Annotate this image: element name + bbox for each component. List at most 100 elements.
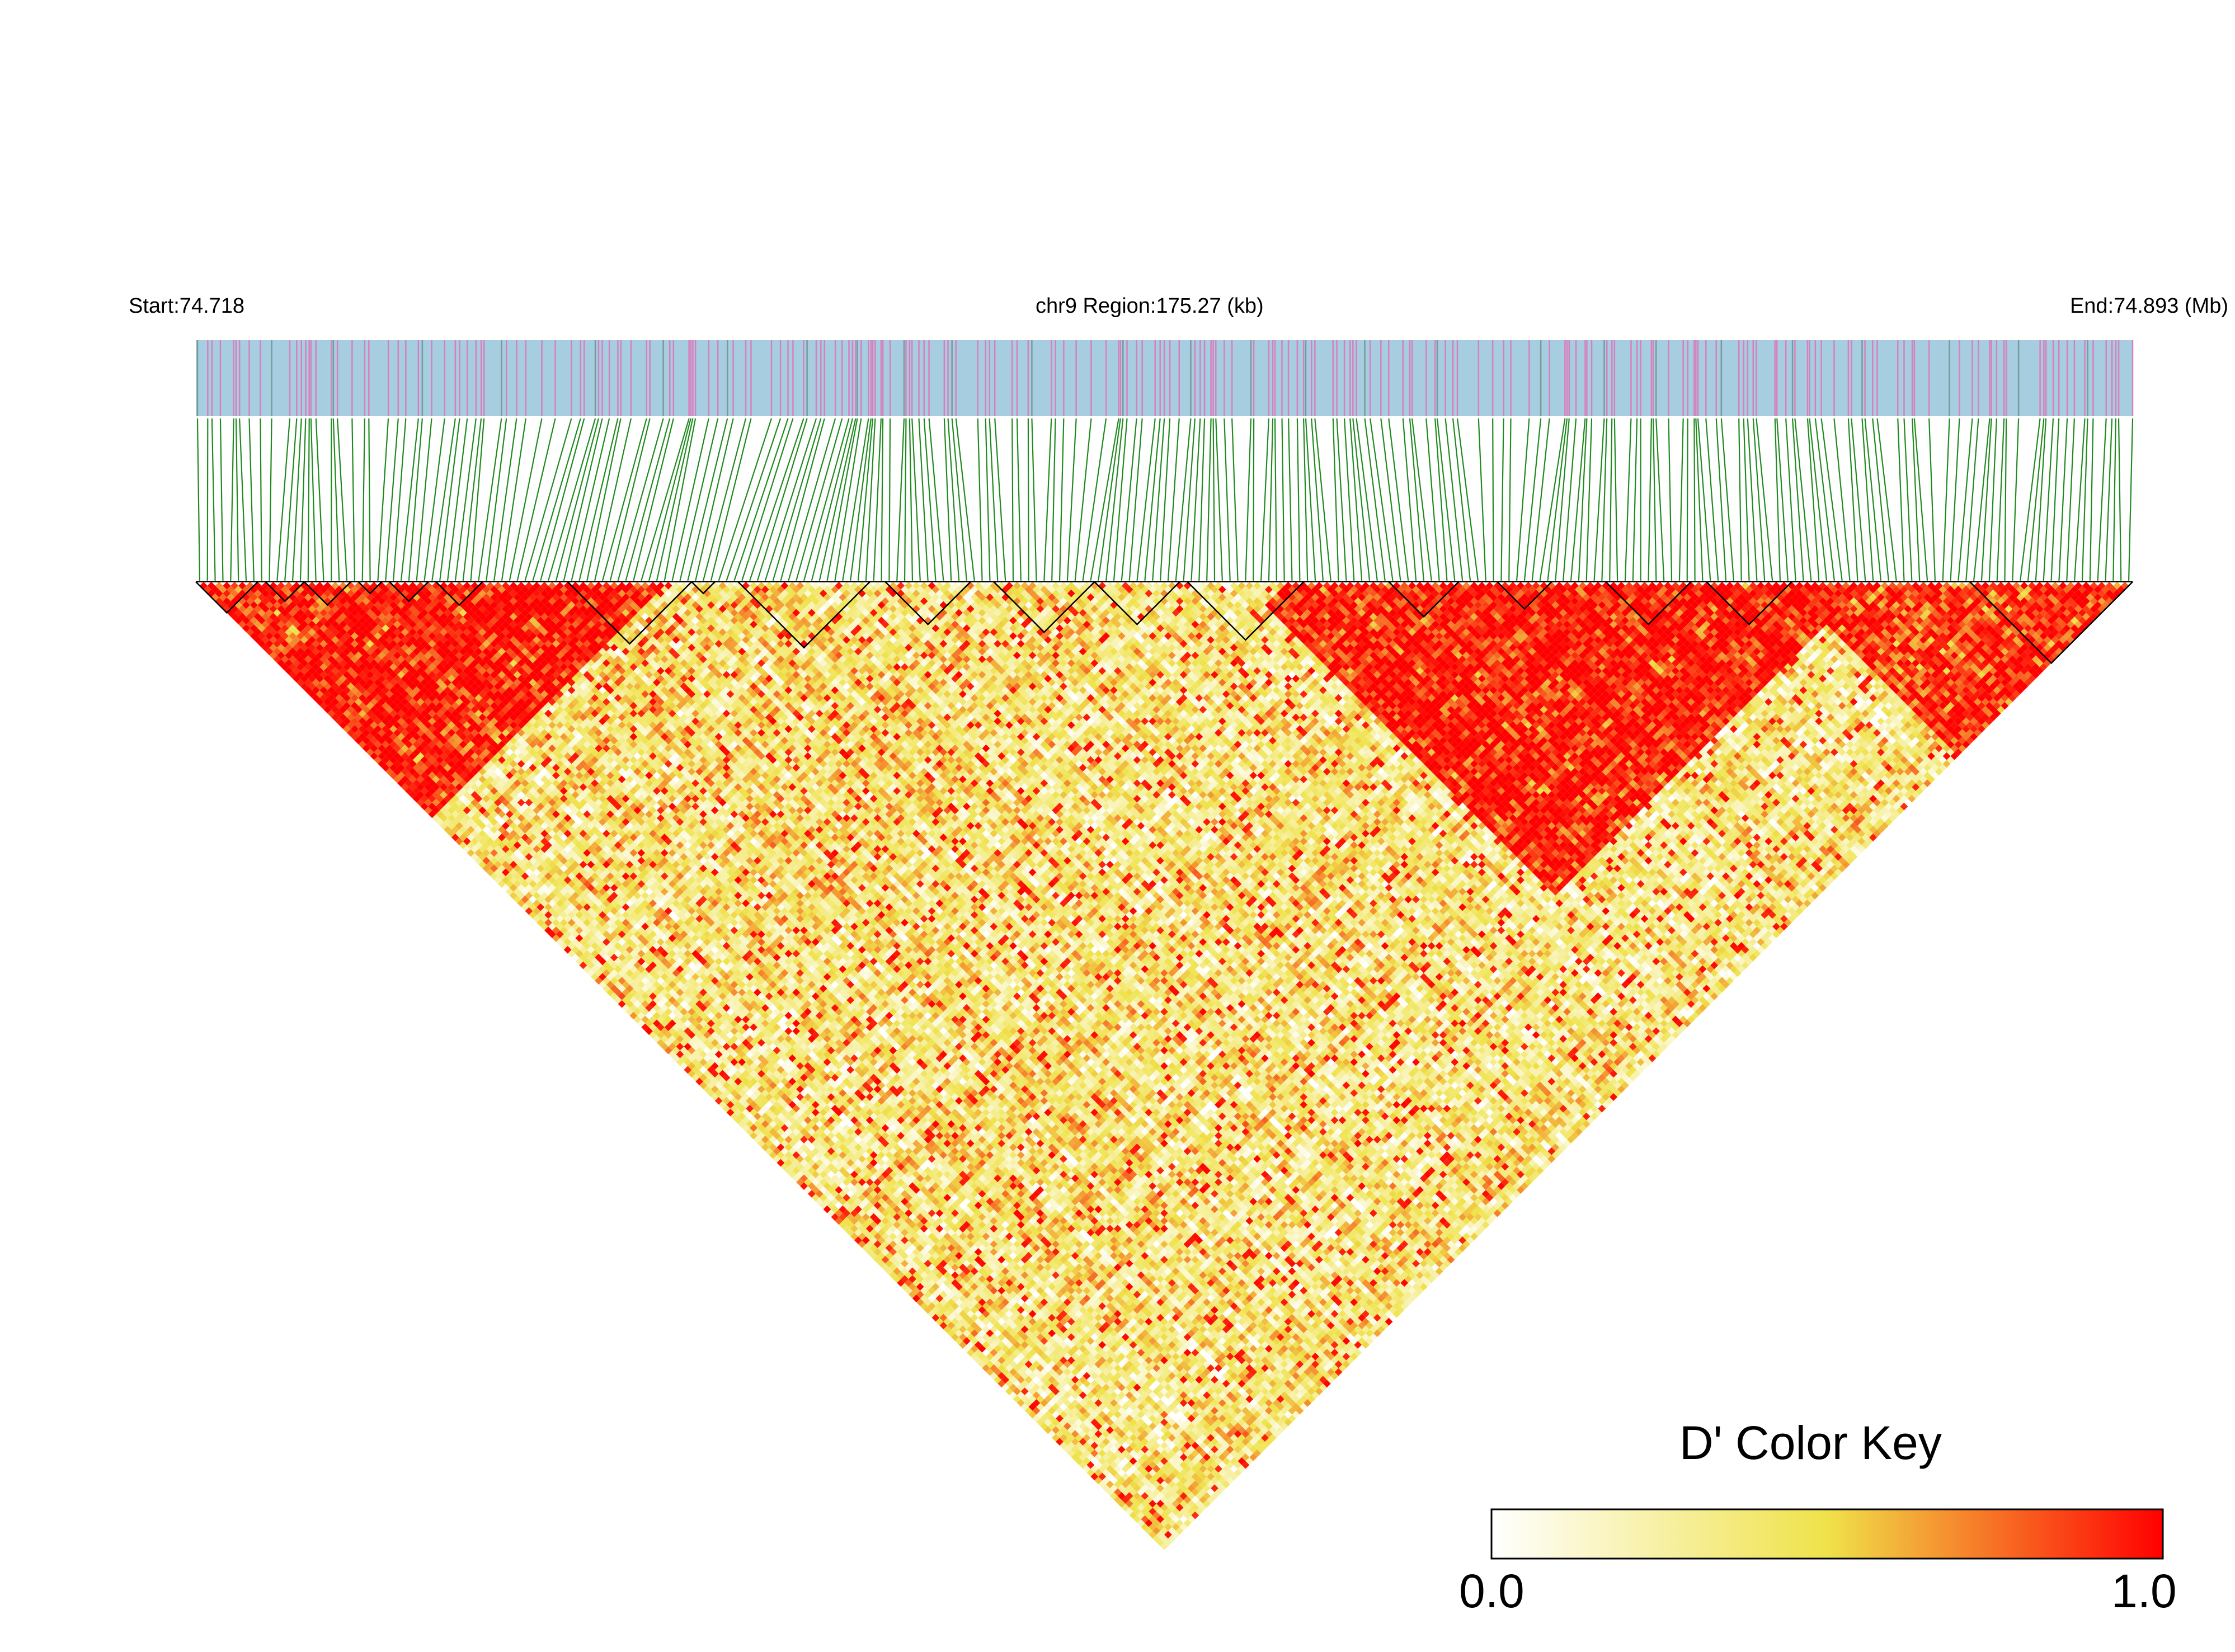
ld-triangle-cells [200, 582, 2129, 1550]
snp-connector [1687, 418, 1688, 581]
snp-connector [417, 418, 432, 581]
snp-connector [1075, 418, 1091, 581]
snp-connector [1032, 418, 1036, 581]
snp-connector [986, 418, 990, 581]
snp-connector [703, 418, 746, 581]
snp-connector [912, 418, 920, 581]
snp-connector [1898, 418, 1904, 581]
snp-connector [1297, 418, 1300, 581]
snp-connector [2106, 418, 2112, 581]
snp-connector [525, 418, 572, 581]
snp-connector [1706, 418, 1718, 581]
snp-connector [1344, 418, 1354, 581]
snp-connector [1532, 418, 1550, 581]
snp-connector [1213, 418, 1215, 581]
snp-connector [1633, 418, 1637, 581]
snp-connector [910, 418, 912, 581]
snp-connector [2059, 418, 2067, 581]
snp-connector [1017, 418, 1021, 581]
snp-connector [1656, 418, 1664, 581]
snp-connector [277, 418, 290, 581]
snp-connector [230, 418, 233, 581]
snp-connector [1245, 418, 1251, 581]
snp-connector [2052, 418, 2059, 581]
snp-connector [820, 418, 856, 581]
snp-connector [2090, 418, 2093, 581]
snp-connector [1207, 418, 1211, 581]
snp-connector [688, 418, 727, 581]
snp-connector [212, 418, 215, 581]
snp-connector [1610, 418, 1612, 581]
snp-connector [378, 418, 388, 581]
snp-connector [1669, 418, 1672, 581]
snp-connector [1224, 418, 1230, 581]
snp-connector [548, 418, 595, 581]
snp-connector [239, 418, 246, 581]
snp-connector [308, 418, 309, 581]
snp-connector [649, 418, 691, 581]
snp-connector [1501, 418, 1503, 581]
snp-connector [835, 418, 861, 581]
snp-connector [1232, 418, 1238, 581]
snp-connector [1012, 418, 1013, 581]
snp-connector [757, 418, 807, 581]
snp-connector [1997, 418, 2004, 581]
snp-connector [924, 418, 936, 581]
snp-connector [1479, 418, 1486, 581]
snp-connector [1649, 418, 1651, 581]
snp-connector [1261, 418, 1269, 581]
snp-connector [2113, 418, 2115, 581]
snp-connector [1739, 418, 1741, 581]
snp-connector [1152, 418, 1164, 581]
snp-connector [1437, 418, 1455, 581]
snp-connector [2119, 418, 2121, 581]
snp-connector [311, 418, 316, 581]
snp-connector [1199, 418, 1204, 581]
snp-connector [882, 418, 883, 581]
snp-connector [1951, 418, 1960, 581]
snp-connector [425, 418, 445, 581]
snp-connector [1943, 418, 1950, 581]
snp-connector [1615, 418, 1617, 581]
snp-position-track [196, 340, 2133, 416]
snp-connector [2012, 418, 2018, 581]
snp-connector [897, 418, 904, 581]
snp-connector [1288, 418, 1292, 581]
snp-connector [2005, 418, 2007, 581]
snp-connector [1509, 418, 1511, 581]
snp-connector [905, 418, 906, 581]
snp-connector [432, 418, 455, 581]
snp-connector [1060, 418, 1064, 581]
snp-connector [1653, 418, 1656, 581]
snp-connector [1253, 418, 1254, 581]
snp-connector [595, 418, 631, 581]
snp-connector [641, 418, 689, 581]
snp-connector [197, 418, 200, 581]
snp-connector [249, 418, 253, 581]
snp-connector [1721, 418, 1734, 581]
snp-connector [448, 418, 467, 581]
snp-connector [1834, 418, 1850, 581]
snp-connector [657, 418, 693, 581]
snp-connector [680, 418, 718, 581]
snp-connector [978, 418, 982, 581]
snp-connector [363, 418, 365, 581]
snp-connector [1540, 418, 1565, 581]
snp-connector [1067, 418, 1076, 581]
snp-connector-lines [197, 418, 2133, 581]
snp-connector [260, 418, 261, 581]
snp-connector [1098, 418, 1121, 581]
snp-connector [626, 418, 670, 581]
snp-connector [1958, 418, 1972, 581]
snp-connector [1744, 418, 1749, 581]
snp-connector [1269, 418, 1273, 581]
snp-connector [300, 418, 305, 581]
snp-connector [1679, 418, 1683, 581]
snp-connector [1904, 418, 1912, 581]
snp-connector [1625, 418, 1631, 581]
snp-connector [1282, 418, 1284, 581]
snp-connector [1777, 418, 1788, 581]
snp-connector [1563, 418, 1576, 581]
